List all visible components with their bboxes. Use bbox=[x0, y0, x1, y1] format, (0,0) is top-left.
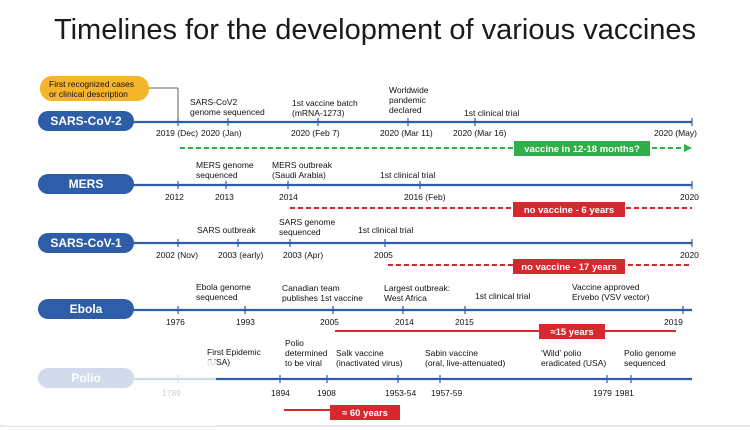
year-label: 1953-54 bbox=[385, 388, 416, 398]
event-label: determined bbox=[285, 348, 328, 358]
disease-name: SARS-CoV-2 bbox=[50, 114, 122, 128]
duration-badge bbox=[513, 202, 625, 217]
duration-badge bbox=[514, 141, 650, 156]
event-label: declared bbox=[389, 105, 422, 115]
year-label: 2012 bbox=[165, 192, 184, 202]
event-label: MERS genome bbox=[196, 160, 254, 170]
disease-name: MERS bbox=[69, 177, 104, 191]
duration-badge bbox=[539, 324, 605, 339]
year-label: 1981 bbox=[615, 388, 634, 398]
event-label: (oral, live-attenuated) bbox=[425, 358, 505, 368]
year-label: 2020 (Mar 11) bbox=[380, 128, 433, 138]
event-label: 1st clinical trial bbox=[464, 108, 519, 118]
year-label: 1976 bbox=[166, 317, 185, 327]
year-label: 2014 bbox=[395, 317, 414, 327]
event-label: MERS outbreak bbox=[272, 160, 333, 170]
year-label: 2019 bbox=[664, 317, 683, 327]
year-label: 2003 (early) bbox=[218, 250, 264, 260]
year-label: 2020 bbox=[680, 250, 699, 260]
disease-name: Ebola bbox=[70, 302, 103, 316]
callout-text: First recognized cases bbox=[49, 79, 134, 89]
event-label: sequenced bbox=[279, 227, 321, 237]
year-label: 2005 bbox=[374, 250, 393, 260]
timeline-row-sars-cov-1: SARS-CoV-1 SARS outbreak SARS genomesequen… bbox=[38, 217, 699, 274]
event-label: West Africa bbox=[384, 293, 427, 303]
disease-pill bbox=[38, 111, 134, 131]
event-label: pandemic bbox=[389, 95, 427, 105]
event-label: publishes 1st vaccine bbox=[282, 293, 363, 303]
year-label: 1979 bbox=[593, 388, 612, 398]
year-label: 2016 (Feb) bbox=[404, 192, 446, 202]
slide-title: Timelines for the development of various… bbox=[53, 14, 697, 46]
event-label: sequenced bbox=[196, 170, 238, 180]
disease-name: SARS-CoV-1 bbox=[50, 236, 122, 250]
watermark-logo-overlay bbox=[4, 360, 216, 426]
disease-pill bbox=[38, 174, 134, 194]
event-label: ‘Wild’ polio bbox=[541, 348, 582, 358]
year-label: 2020 (Feb 7) bbox=[291, 128, 340, 138]
event-label: Vaccine approved bbox=[572, 282, 640, 292]
event-label: 1st clinical trial bbox=[380, 170, 435, 180]
year-label: 1957-59 bbox=[431, 388, 462, 398]
event-label: sequenced bbox=[624, 358, 666, 368]
event-label: Polio bbox=[285, 338, 304, 348]
event-label: Worldwide bbox=[389, 85, 429, 95]
event-label: Largest outbreak: bbox=[384, 283, 450, 293]
year-label: 2015 bbox=[455, 317, 474, 327]
event-label: sequenced bbox=[196, 292, 238, 302]
event-label: Polio genome bbox=[624, 348, 676, 358]
disease-pill bbox=[38, 233, 134, 253]
duration-label: vaccine in 12-18 months? bbox=[524, 144, 640, 155]
event-label: SARS outbreak bbox=[197, 225, 256, 235]
year-label: 2019 (Dec) bbox=[156, 128, 198, 138]
event-label: eradicated (USA) bbox=[541, 358, 606, 368]
event-label: SARS genome bbox=[279, 217, 335, 227]
event-label: First Epidemic bbox=[207, 347, 262, 357]
year-label: 2005 bbox=[320, 317, 339, 327]
event-label: 1st clinical trial bbox=[358, 225, 413, 235]
event-label: to be viral bbox=[285, 358, 322, 368]
year-label: 2003 (Apr) bbox=[283, 250, 323, 260]
event-label: (USA) bbox=[207, 357, 230, 367]
event-label: 1st clinical trial bbox=[475, 291, 530, 301]
year-label: 2002 (Nov) bbox=[156, 250, 198, 260]
event-label: Ervebo (VSV vector) bbox=[572, 292, 650, 302]
event-label: SARS-CoV2 bbox=[190, 97, 238, 107]
duration-label: no vaccine - 17 years bbox=[521, 262, 617, 273]
event-label: Sabin vaccine bbox=[425, 348, 478, 358]
duration-label: no vaccine - 6 years bbox=[524, 205, 614, 216]
event-label: (mRNA-1273) bbox=[292, 108, 345, 118]
year-label: 1993 bbox=[236, 317, 255, 327]
year-label: 2020 (Jan) bbox=[201, 128, 242, 138]
callout-box bbox=[40, 76, 149, 101]
year-label: 1894 bbox=[271, 388, 290, 398]
year-label: 2013 bbox=[215, 192, 234, 202]
event-label: (inactivated virus) bbox=[336, 358, 403, 368]
year-label: 2020 bbox=[680, 192, 699, 202]
duration-badge bbox=[330, 405, 400, 420]
duration-badge bbox=[513, 259, 625, 274]
year-label: 2020 (Mar 16) bbox=[453, 128, 507, 138]
event-label: Canadian team bbox=[282, 283, 340, 293]
callout-text: or clinical description bbox=[49, 89, 128, 99]
duration-label: ≈ 60 years bbox=[342, 408, 388, 419]
year-label: 1908 bbox=[317, 388, 336, 398]
event-label: Salk vaccine bbox=[336, 348, 384, 358]
event-label: Ebola genome bbox=[196, 282, 251, 292]
duration-arrow bbox=[684, 144, 692, 152]
disease-pill bbox=[38, 299, 134, 319]
year-label: 2014 bbox=[279, 192, 298, 202]
event-label: 1st vaccine batch bbox=[292, 98, 358, 108]
duration-label: ≈15 years bbox=[550, 327, 593, 338]
event-label: (Saudi Arabia) bbox=[272, 170, 326, 180]
year-label: 2020 (May) bbox=[654, 128, 697, 138]
event-label: genome sequenced bbox=[190, 107, 265, 117]
